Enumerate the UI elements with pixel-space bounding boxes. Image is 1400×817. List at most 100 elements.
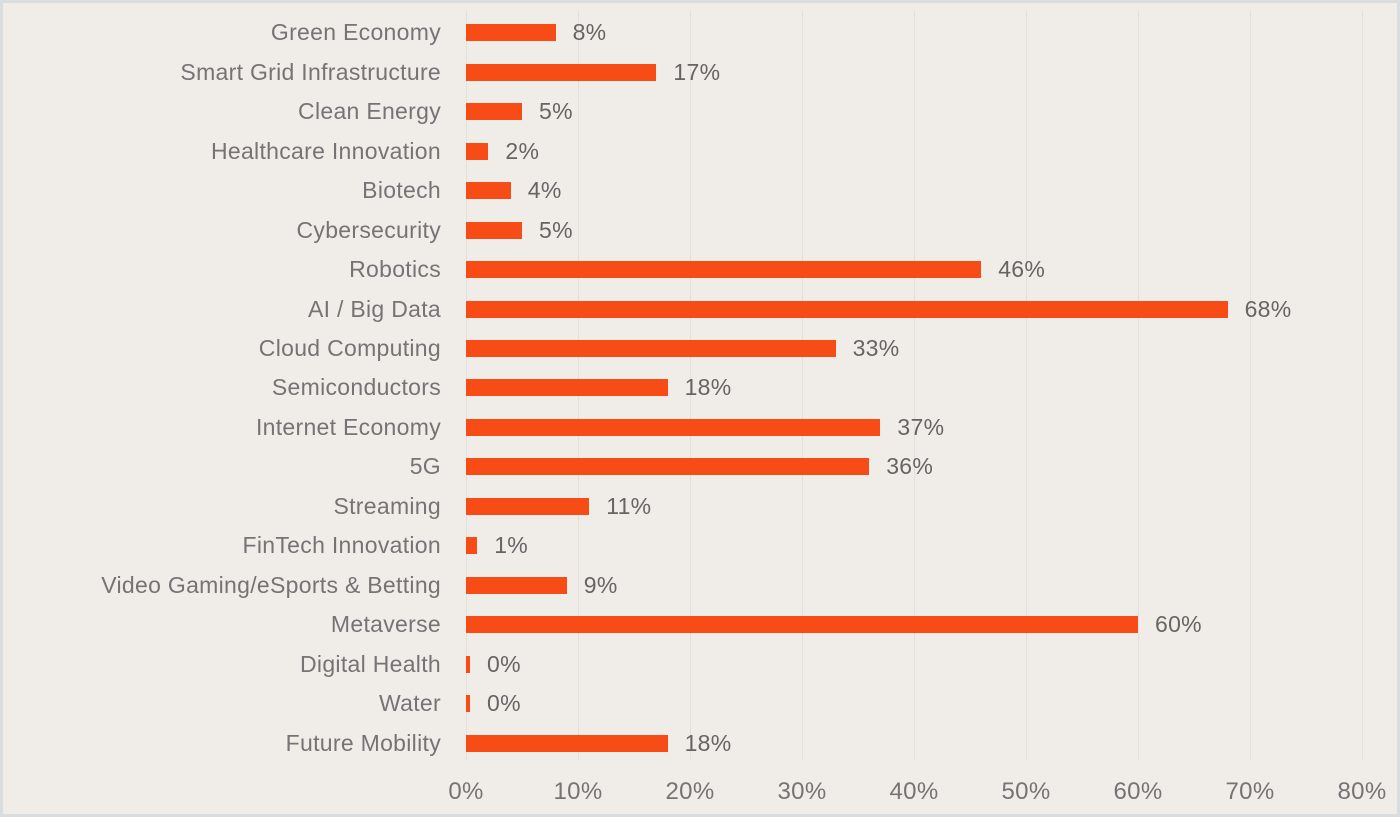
category-label: FinTech Innovation bbox=[242, 532, 441, 559]
bar-track: 0% bbox=[466, 684, 1362, 723]
bar-track: 33% bbox=[466, 329, 1362, 368]
value-label: 9% bbox=[583, 571, 618, 598]
bar-track: 11% bbox=[466, 487, 1362, 526]
bar-row: AI / Big Data 68% bbox=[3, 289, 1362, 328]
value-label: 17% bbox=[673, 58, 721, 85]
bar bbox=[466, 300, 1228, 318]
bar-row: Green Economy 8% bbox=[3, 13, 1362, 52]
value-label: 68% bbox=[1244, 295, 1292, 322]
category-label: Semiconductors bbox=[271, 374, 441, 401]
bar-row: Robotics 46% bbox=[3, 250, 1362, 289]
bar bbox=[466, 616, 1138, 634]
category-label: Biotech bbox=[362, 177, 441, 204]
bar bbox=[466, 379, 668, 397]
category-label: Cloud Computing bbox=[258, 334, 441, 361]
bar-row: Water 0% bbox=[3, 684, 1362, 723]
bar bbox=[466, 24, 556, 42]
category-label: Water bbox=[379, 690, 441, 717]
value-label: 0% bbox=[487, 690, 521, 717]
category-label: Cybersecurity bbox=[296, 216, 441, 243]
x-axis-tick: 60% bbox=[1113, 778, 1163, 805]
category-label: Robotics bbox=[349, 256, 441, 283]
chart-rows: Green Economy 8% Smart Grid Infrastructure… bbox=[3, 13, 1362, 763]
bar-track: 36% bbox=[466, 447, 1362, 486]
value-label: 5% bbox=[539, 98, 573, 125]
category-label: Clean Energy bbox=[298, 98, 441, 125]
category-label: Green Economy bbox=[270, 19, 441, 46]
bar bbox=[466, 734, 668, 752]
x-axis-tick: 10% bbox=[553, 778, 603, 805]
category-label: Healthcare Innovation bbox=[210, 137, 441, 164]
category-label: Internet Economy bbox=[255, 413, 441, 440]
bar-track: 68% bbox=[466, 289, 1362, 328]
gridline-80% bbox=[1362, 11, 1363, 761]
bar bbox=[466, 576, 567, 594]
bar-track: 2% bbox=[466, 131, 1362, 170]
bar-track: 18% bbox=[466, 368, 1362, 407]
bar-chart: Green Economy 8% Smart Grid Infrastructure… bbox=[3, 3, 1397, 814]
bar-row: Streaming 11% bbox=[3, 487, 1362, 526]
category-label: Streaming bbox=[333, 492, 441, 519]
category-label: Metaverse bbox=[330, 611, 441, 638]
bar-track: 4% bbox=[466, 171, 1362, 210]
bar-row: Internet Economy 37% bbox=[3, 408, 1362, 447]
bar bbox=[466, 103, 522, 121]
bar-row: Video Gaming/eSports & Betting 9% bbox=[3, 566, 1362, 605]
value-label: 5% bbox=[539, 216, 573, 243]
bar-row: Future Mobility 18% bbox=[3, 723, 1362, 762]
x-axis-tick: 80% bbox=[1337, 778, 1387, 805]
bar-track: 60% bbox=[466, 605, 1362, 644]
bar bbox=[466, 497, 590, 515]
bar-track: 18% bbox=[466, 723, 1362, 762]
x-axis: 0% 10% 20% 30% 40% 50% 60% 70% 80% bbox=[448, 778, 1386, 810]
category-label: Smart Grid Infrastructure bbox=[180, 58, 441, 85]
x-axis-tick: 40% bbox=[889, 778, 939, 805]
bar-track: 46% bbox=[466, 250, 1362, 289]
bar-track: 9% bbox=[466, 566, 1362, 605]
category-label: Future Mobility bbox=[285, 729, 441, 756]
bar-row: Cybersecurity 5% bbox=[3, 210, 1362, 249]
bar bbox=[466, 418, 881, 436]
value-label: 0% bbox=[487, 650, 521, 677]
bar-track: 5% bbox=[466, 210, 1362, 249]
bar-row: Clean Energy 5% bbox=[3, 92, 1362, 131]
value-label: 60% bbox=[1155, 611, 1202, 638]
value-label: 18% bbox=[684, 374, 732, 401]
bar-row: Metaverse 60% bbox=[3, 605, 1362, 644]
bar-track: 5% bbox=[466, 92, 1362, 131]
bar bbox=[466, 142, 489, 160]
bar-track: 17% bbox=[466, 52, 1362, 91]
bar bbox=[466, 63, 657, 81]
bar bbox=[466, 695, 471, 713]
bar bbox=[466, 261, 982, 279]
category-label: Video Gaming/eSports & Betting bbox=[101, 571, 441, 598]
bar-row: Digital Health 0% bbox=[3, 645, 1362, 684]
value-label: 8% bbox=[572, 19, 607, 46]
x-axis-tick: 50% bbox=[1001, 778, 1051, 805]
x-axis-tick: 70% bbox=[1225, 778, 1275, 805]
bar-row: 5G 36% bbox=[3, 447, 1362, 486]
bar-row: Smart Grid Infrastructure 17% bbox=[3, 52, 1362, 91]
bar bbox=[466, 339, 836, 357]
value-label: 18% bbox=[684, 729, 732, 756]
category-label: Digital Health bbox=[300, 650, 441, 677]
bar bbox=[466, 182, 511, 200]
x-axis-tick: 30% bbox=[777, 778, 827, 805]
bar-row: Healthcare Innovation 2% bbox=[3, 131, 1362, 170]
bar-row: FinTech Innovation 1% bbox=[3, 526, 1362, 565]
value-label: 2% bbox=[505, 137, 540, 164]
value-label: 11% bbox=[606, 492, 652, 519]
bar-track: 8% bbox=[466, 13, 1362, 52]
bar-track: 37% bbox=[466, 408, 1362, 447]
bar bbox=[466, 458, 870, 476]
value-label: 1% bbox=[494, 532, 529, 559]
value-label: 46% bbox=[998, 256, 1046, 283]
x-axis-tick: 0% bbox=[448, 778, 484, 805]
bar-track: 0% bbox=[466, 645, 1362, 684]
bar-row: Biotech 4% bbox=[3, 171, 1362, 210]
value-label: 37% bbox=[897, 413, 945, 440]
value-label: 36% bbox=[886, 453, 934, 480]
bar bbox=[466, 537, 478, 555]
category-label: AI / Big Data bbox=[307, 295, 441, 322]
